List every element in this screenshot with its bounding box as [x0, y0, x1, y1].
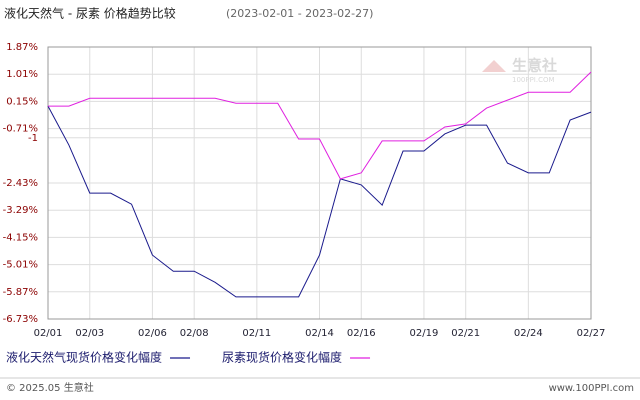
series-line [48, 71, 592, 180]
y-tick-label: -1 [28, 133, 38, 144]
y-tick-label: -6.73% [3, 314, 38, 325]
x-tick-label: 02/14 [305, 328, 334, 339]
x-tick-label: 02/01 [34, 328, 63, 339]
series-line [47, 105, 592, 298]
chart-subtitle: (2023-02-01 - 2023-02-27) [226, 7, 373, 20]
legend-label: 液化天然气现货价格变化幅度 [6, 350, 162, 365]
footer-right: www.100PPI.com [549, 383, 634, 394]
x-tick-label: 02/11 [242, 328, 271, 339]
y-tick-label: -4.15% [3, 232, 38, 243]
x-tick-label: 02/08 [180, 328, 209, 339]
x-tick-label: 02/27 [577, 328, 606, 339]
y-tick-label: -0.71% [3, 124, 38, 135]
y-tick-label: -2.43% [3, 178, 38, 189]
watermark: 生意社 [512, 57, 557, 75]
y-tick-label: -3.29% [3, 205, 38, 216]
plot-border [47, 46, 592, 320]
x-tick-label: 02/19 [410, 328, 439, 339]
chart-title: 液化天然气 - 尿素 价格趋势比较 [4, 6, 176, 21]
x-tick-label: 02/03 [75, 328, 104, 339]
x-tick-label: 02/24 [514, 328, 543, 339]
watermark-sub: 100PPI.COM [512, 76, 555, 84]
x-tick-label: 02/21 [451, 328, 480, 339]
watermark-logo [482, 60, 506, 72]
footer-left: © 2025.05 生意社 [6, 381, 94, 394]
y-tick-label: -5.87% [3, 287, 38, 298]
y-tick-label: 1.01% [6, 69, 38, 80]
y-tick-label: 1.87% [6, 42, 38, 53]
x-tick-label: 02/06 [138, 328, 167, 339]
y-tick-label: 0.15% [6, 96, 38, 107]
x-tick-label: 02/16 [347, 328, 376, 339]
legend-label: 尿素现货价格变化幅度 [222, 350, 342, 365]
y-tick-label: -5.01% [3, 260, 38, 271]
